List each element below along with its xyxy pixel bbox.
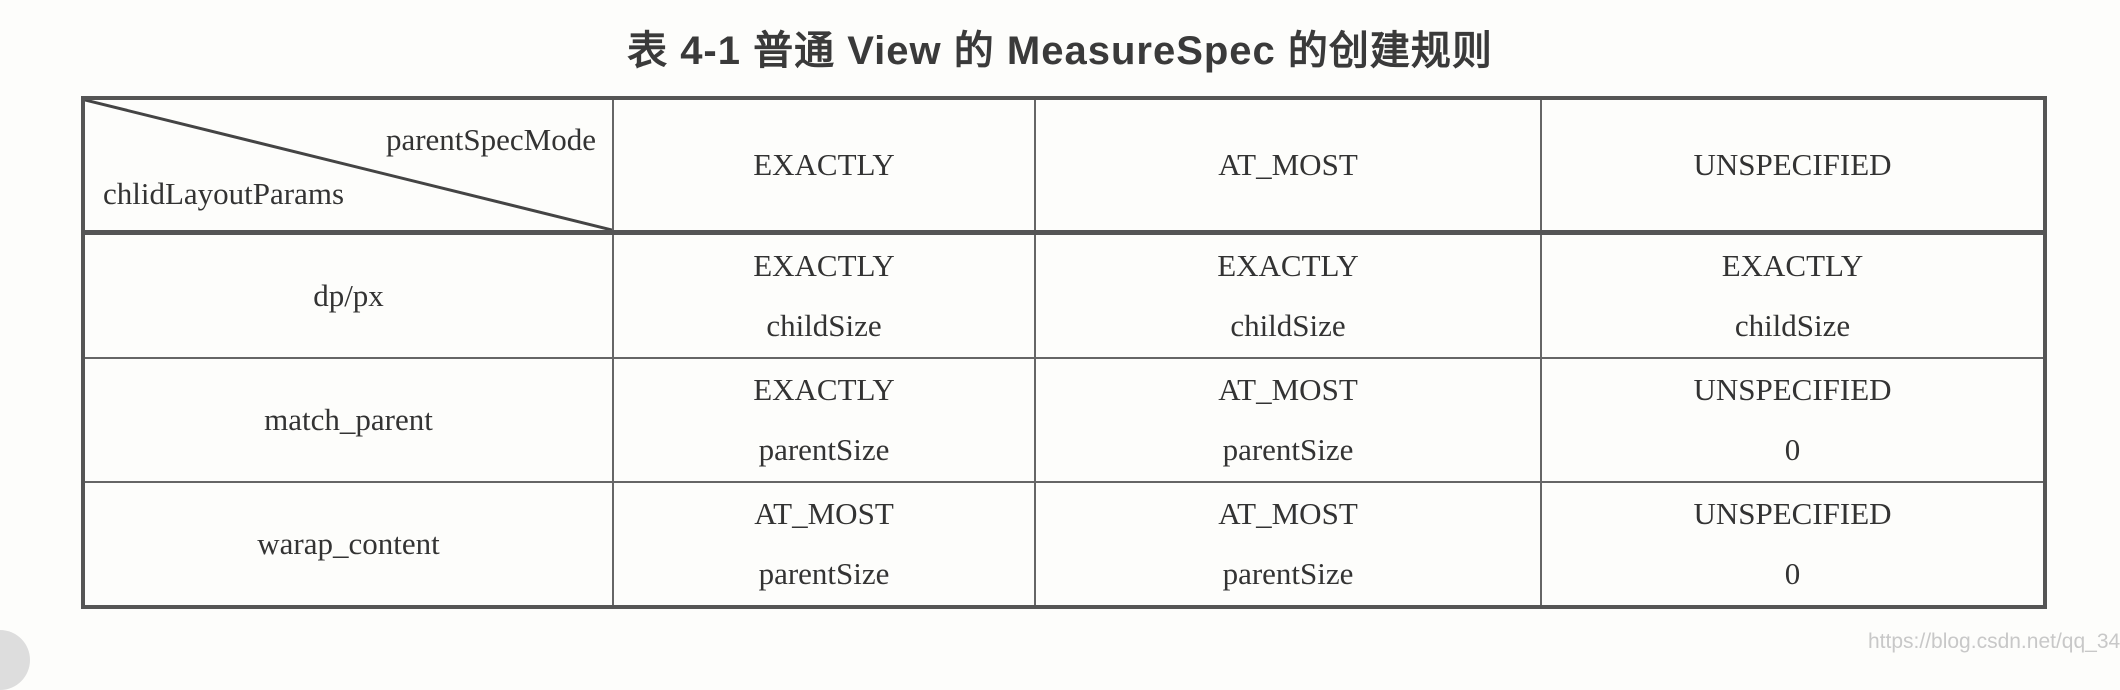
- row-label: dp/px: [82, 231, 614, 359]
- cell-mode: AT_MOST: [1218, 372, 1358, 407]
- cell-size: childSize: [766, 308, 882, 343]
- cell-mode: UNSPECIFIED: [1693, 496, 1892, 531]
- table-cell: UNSPECIFIED 0: [1540, 481, 2046, 608]
- diagonal-header-cell: parentSpecMode chlidLayoutParams: [82, 97, 614, 235]
- table-cell: EXACTLY childSize: [1540, 231, 2046, 359]
- cell-mode: EXACTLY: [753, 372, 895, 407]
- measurespec-table: parentSpecMode chlidLayoutParams EXACTLY…: [81, 96, 2047, 609]
- table-cell: AT_MOST parentSize: [1034, 481, 1542, 608]
- row-label: match_parent: [82, 357, 614, 483]
- cell-size: childSize: [1734, 308, 1851, 343]
- column-header: UNSPECIFIED: [1540, 97, 2046, 235]
- diagonal-line: [85, 100, 612, 230]
- cell-mode: AT_MOST: [754, 496, 894, 531]
- cell-mode: EXACTLY: [753, 248, 895, 283]
- cell-size: childSize: [1230, 308, 1346, 343]
- header-row: parentSpecMode chlidLayoutParams EXACTLY…: [82, 97, 2046, 235]
- table-cell: EXACTLY childSize: [612, 231, 1036, 359]
- table-cell: EXACTLY parentSize: [612, 357, 1036, 483]
- cell-size: 0: [1784, 432, 1801, 467]
- watermark: https://blog.csdn.net/qq_34760508: [1868, 630, 2120, 653]
- table-row: dp/px EXACTLY childSize EXACTLY childSize EXA…: [82, 231, 2046, 359]
- page-corner-shadow: [0, 630, 30, 690]
- cell-size: parentSize: [758, 432, 890, 467]
- table-title: 表 4-1 普通 View 的 MeasureSpec 的创建规则: [627, 29, 1493, 73]
- cell-size: parentSize: [758, 556, 890, 591]
- cell-size: 0: [1784, 556, 1801, 591]
- table-cell: EXACTLY childSize: [1034, 231, 1542, 359]
- cell-mode: EXACTLY: [1721, 248, 1864, 283]
- column-header: AT_MOST: [1034, 97, 1542, 235]
- cell-mode: EXACTLY: [1217, 248, 1359, 283]
- cell-size: parentSize: [1222, 556, 1354, 591]
- table-cell: AT_MOST parentSize: [1034, 357, 1542, 483]
- cell-size: parentSize: [1222, 432, 1354, 467]
- column-header: EXACTLY: [612, 97, 1036, 235]
- row-label: warap_content: [82, 481, 614, 608]
- cell-mode: UNSPECIFIED: [1693, 372, 1892, 407]
- cell-mode: AT_MOST: [1218, 496, 1358, 531]
- table-cell: AT_MOST parentSize: [612, 481, 1036, 608]
- col-header-label: parentSpecMode: [385, 122, 596, 157]
- row-header-label: chlidLayoutParams: [103, 176, 345, 211]
- table-cell: UNSPECIFIED 0: [1540, 357, 2046, 483]
